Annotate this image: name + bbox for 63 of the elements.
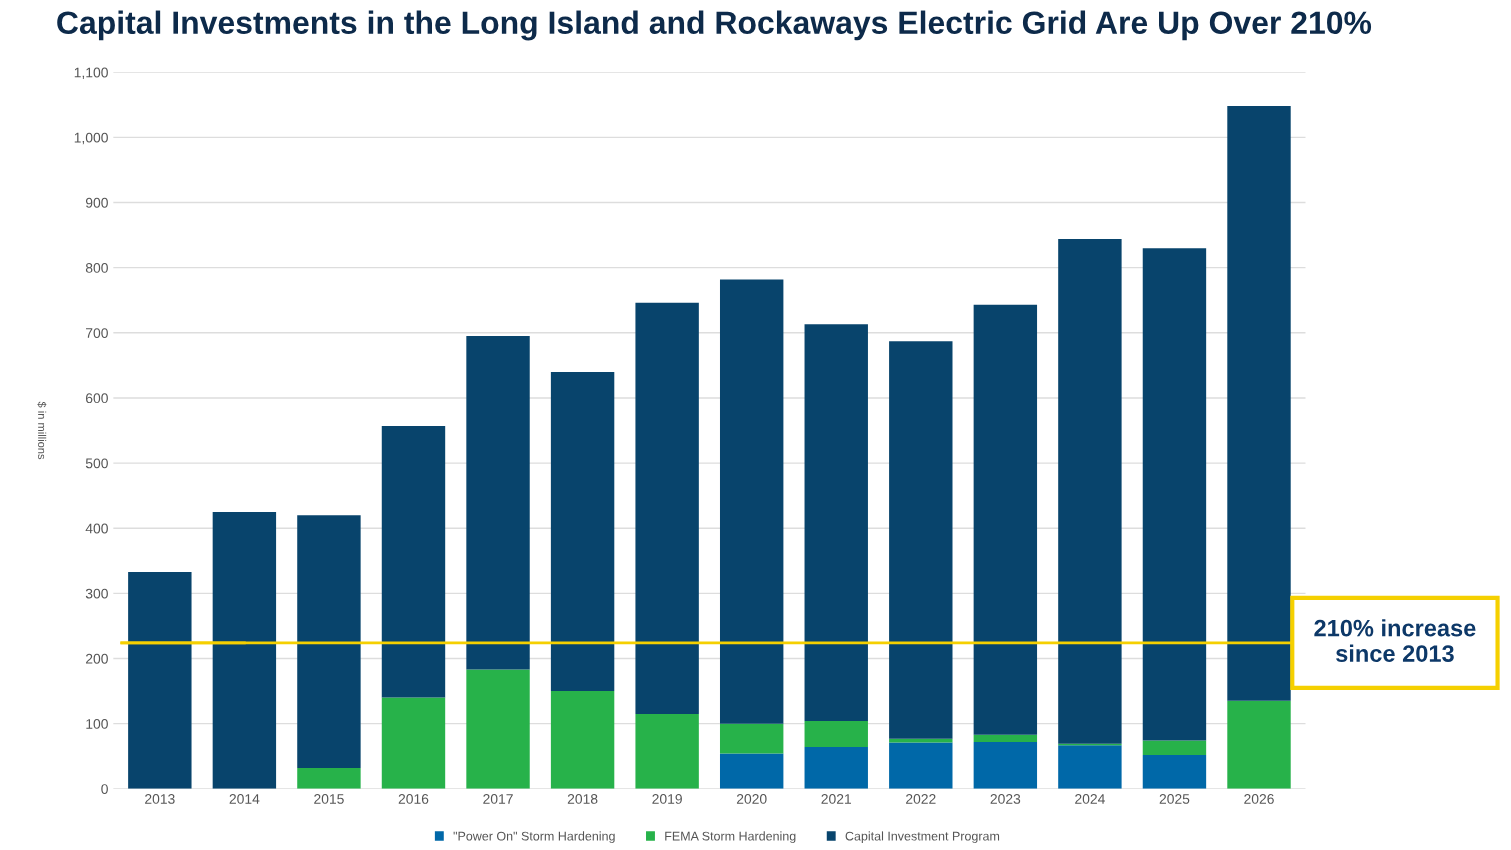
- chart-title: Capital Investments in the Long Island and Rockaways Electric Grid Are Up Over 210%: [57, 10, 1372, 41]
- x-tick-label: 2013: [145, 794, 175, 804]
- bar: [381, 697, 446, 789]
- bar: [466, 669, 530, 789]
- y-tick-label: 1,000: [74, 132, 108, 145]
- x-tick-label: 2017: [483, 794, 513, 804]
- bar: [1142, 754, 1207, 789]
- ref-line-label: 210% increase since 2013: [1314, 619, 1476, 662]
- bar: [719, 753, 784, 789]
- x-tick-label: 2026: [1244, 794, 1274, 804]
- bar: [381, 425, 446, 698]
- x-tick-label: 2023: [990, 794, 1021, 804]
- y-tick-label: 400: [85, 523, 108, 534]
- bar: [1227, 106, 1291, 701]
- bar: [1142, 248, 1207, 741]
- bar: [635, 302, 699, 714]
- bar: [804, 747, 868, 789]
- y-tick-label: 300: [85, 588, 108, 599]
- bar: [804, 324, 868, 722]
- y-axis-title: $ in millions: [37, 401, 47, 460]
- x-tick-label: 2016: [398, 794, 429, 804]
- bar: [550, 691, 615, 789]
- y-tick-label: 1,100: [74, 67, 108, 80]
- bar: [297, 515, 361, 768]
- bar: [889, 738, 953, 743]
- bar: [212, 511, 277, 789]
- bar: [1058, 239, 1122, 744]
- x-tick-label: 2020: [736, 794, 767, 804]
- bar: [889, 341, 953, 739]
- x-tick-label: 2014: [229, 794, 260, 804]
- bar: [973, 741, 1038, 789]
- y-tick-label: 100: [86, 718, 108, 729]
- bar: [889, 742, 953, 789]
- y-tick-label: 0: [101, 784, 108, 794]
- x-tick-label: 2024: [1075, 794, 1105, 804]
- legend-label: "Power On" Storm Hardening: [453, 831, 615, 843]
- legend-label: FEMA Storm Hardening: [665, 831, 796, 843]
- y-tick-label: 600: [86, 393, 108, 404]
- y-tick-label: 800: [85, 263, 108, 273]
- x-tick-label: 2018: [567, 794, 598, 804]
- bar: [719, 279, 784, 724]
- y-tick-label: 700: [86, 328, 108, 338]
- y-tick-label: 500: [85, 458, 108, 469]
- y-tick-label: 200: [85, 653, 108, 664]
- bar: [466, 336, 530, 670]
- bar: [1058, 745, 1122, 789]
- bar: [297, 767, 361, 789]
- x-tick-label: 2015: [314, 794, 344, 804]
- bar: [973, 734, 1038, 742]
- legend-label: Capital Investment Program: [845, 831, 1000, 843]
- bar: [973, 304, 1038, 735]
- x-tick-label: 2019: [652, 794, 682, 804]
- bar: [1142, 740, 1207, 755]
- x-tick-label: 2021: [821, 794, 852, 804]
- x-tick-label: 2022: [906, 794, 936, 804]
- bar: [719, 723, 784, 754]
- bar: [550, 371, 615, 692]
- bar: [128, 571, 192, 789]
- bar: [635, 713, 699, 789]
- bar: [1227, 700, 1291, 789]
- bar: [804, 721, 868, 748]
- x-tick-label: 2025: [1159, 794, 1190, 804]
- y-tick-label: 900: [85, 197, 108, 208]
